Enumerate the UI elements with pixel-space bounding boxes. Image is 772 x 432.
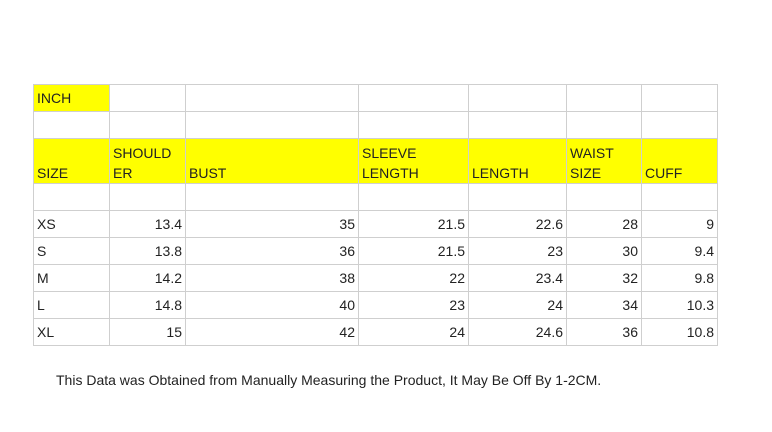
empty-cell	[566, 84, 642, 112]
length-cell: 23.4	[468, 264, 567, 292]
header-shoulder: SHOULD ER	[109, 138, 186, 184]
empty-cell	[358, 111, 469, 139]
header-length-label: LENGTH	[472, 165, 529, 181]
cuff-cell: 9	[641, 210, 718, 238]
empty-cell	[641, 84, 718, 112]
waist-cell: 30	[566, 237, 642, 265]
header-size-label: SIZE	[37, 165, 69, 181]
header-sleeve: SLEEVE LENGTH	[358, 138, 469, 184]
empty-cell	[109, 84, 186, 112]
length-cell: 24.6	[468, 318, 567, 346]
measurement-disclaimer: This Data was Obtained from Manually Mea…	[56, 372, 602, 388]
cuff-cell: 9.8	[641, 264, 718, 292]
size-chart-table: INCH SIZE SHOULD ER BUST SLEEVE LENGTH LEN…	[33, 84, 718, 346]
header-sleeve-line1: SLEEVE	[362, 145, 417, 161]
header-sleeve-line2: LENGTH	[362, 165, 419, 181]
shoulder-cell: 14.2	[109, 264, 186, 292]
empty-cell	[33, 111, 110, 139]
cuff-cell: 9.4	[641, 237, 718, 265]
length-cell: 23	[468, 237, 567, 265]
length-cell: 24	[468, 291, 567, 319]
header-bust-label: BUST	[189, 165, 227, 181]
spacer-row	[33, 183, 718, 211]
shoulder-cell: 13.4	[109, 210, 186, 238]
header-length: LENGTH	[468, 138, 567, 184]
size-cell: M	[33, 264, 110, 292]
empty-cell	[358, 183, 469, 211]
header-waist-line2: SIZE	[570, 165, 602, 181]
header-shoulder-line2: ER	[113, 165, 133, 181]
table-row: S 13.8 36 21.5 23 30 9.4	[33, 237, 718, 265]
bust-cell: 36	[185, 237, 359, 265]
sleeve-cell: 21.5	[358, 210, 469, 238]
empty-cell	[468, 84, 567, 112]
unit-label-cell: INCH	[33, 84, 110, 112]
header-cuff-label: CUFF	[645, 165, 683, 181]
size-cell: S	[33, 237, 110, 265]
bust-cell: 35	[185, 210, 359, 238]
size-cell: XS	[33, 210, 110, 238]
bust-cell: 40	[185, 291, 359, 319]
table-row: L 14.8 40 23 24 34 10.3	[33, 291, 718, 319]
empty-cell	[109, 111, 186, 139]
waist-cell: 36	[566, 318, 642, 346]
header-cuff: CUFF	[641, 138, 718, 184]
empty-cell	[641, 183, 718, 211]
table-row: XL 15 42 24 24.6 36 10.8	[33, 318, 718, 346]
cuff-cell: 10.3	[641, 291, 718, 319]
size-cell: XL	[33, 318, 110, 346]
header-waist-line1: WAIST	[570, 145, 614, 161]
sleeve-cell: 21.5	[358, 237, 469, 265]
empty-cell	[185, 183, 359, 211]
empty-cell	[468, 111, 567, 139]
waist-cell: 28	[566, 210, 642, 238]
bust-cell: 42	[185, 318, 359, 346]
shoulder-cell: 14.8	[109, 291, 186, 319]
empty-cell	[468, 183, 567, 211]
sleeve-cell: 22	[358, 264, 469, 292]
header-size: SIZE	[33, 138, 110, 184]
sleeve-cell: 23	[358, 291, 469, 319]
empty-cell	[185, 84, 359, 112]
size-cell: L	[33, 291, 110, 319]
unit-row: INCH	[33, 84, 718, 112]
empty-cell	[358, 84, 469, 112]
length-cell: 22.6	[468, 210, 567, 238]
shoulder-cell: 13.8	[109, 237, 186, 265]
bust-cell: 38	[185, 264, 359, 292]
empty-cell	[33, 183, 110, 211]
header-shoulder-line1: SHOULD	[113, 145, 172, 161]
empty-cell	[641, 111, 718, 139]
table-row: M 14.2 38 22 23.4 32 9.8	[33, 264, 718, 292]
table-row: XS 13.4 35 21.5 22.6 28 9	[33, 210, 718, 238]
spacer-row	[33, 111, 718, 139]
empty-cell	[566, 111, 642, 139]
empty-cell	[566, 183, 642, 211]
cuff-cell: 10.8	[641, 318, 718, 346]
waist-cell: 34	[566, 291, 642, 319]
header-bust: BUST	[185, 138, 359, 184]
shoulder-cell: 15	[109, 318, 186, 346]
sleeve-cell: 24	[358, 318, 469, 346]
empty-cell	[185, 111, 359, 139]
waist-cell: 32	[566, 264, 642, 292]
header-row: SIZE SHOULD ER BUST SLEEVE LENGTH LENGTH W…	[33, 138, 718, 184]
empty-cell	[109, 183, 186, 211]
header-waist: WAIST SIZE	[566, 138, 642, 184]
